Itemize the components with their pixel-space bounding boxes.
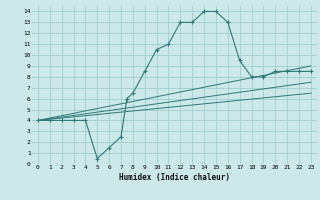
X-axis label: Humidex (Indice chaleur): Humidex (Indice chaleur) [119,173,230,182]
